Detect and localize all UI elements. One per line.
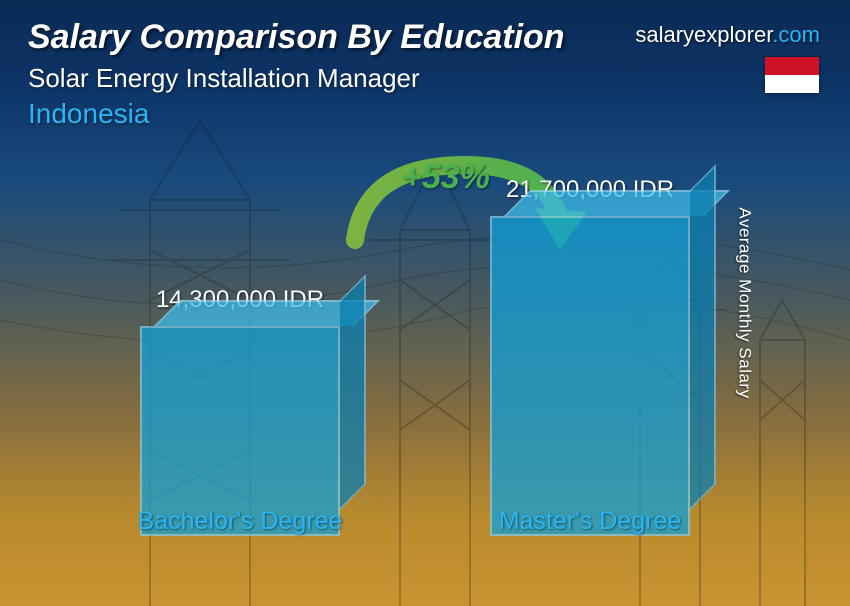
flag-stripe-top [765,57,819,75]
salary-bar-chart: +53% 14,300,000 IDR Bachelor's Degree 21… [60,148,770,578]
bar-3d [490,216,690,536]
bar-side-face [690,164,716,510]
bar-front-face [140,326,340,536]
bar-label: Bachelor's Degree [110,507,370,536]
bar-masters: 21,700,000 IDR Master's Degree [480,176,700,536]
bar-front-face [490,216,690,536]
brand-logo: salaryexplorer.com [635,22,820,48]
bar-side-face [340,274,366,510]
country-name: Indonesia [28,98,822,130]
job-title: Solar Energy Installation Manager [28,63,822,94]
bar-3d [140,326,340,536]
bar-label: Master's Degree [460,507,720,536]
increase-percentage: +53% [402,158,490,197]
country-flag-icon [764,56,820,94]
bar-bachelors: 14,300,000 IDR Bachelor's Degree [130,286,350,536]
flag-stripe-bottom [765,75,819,93]
brand-name: salaryexplorer [635,22,772,47]
brand-suffix: .com [772,22,820,47]
